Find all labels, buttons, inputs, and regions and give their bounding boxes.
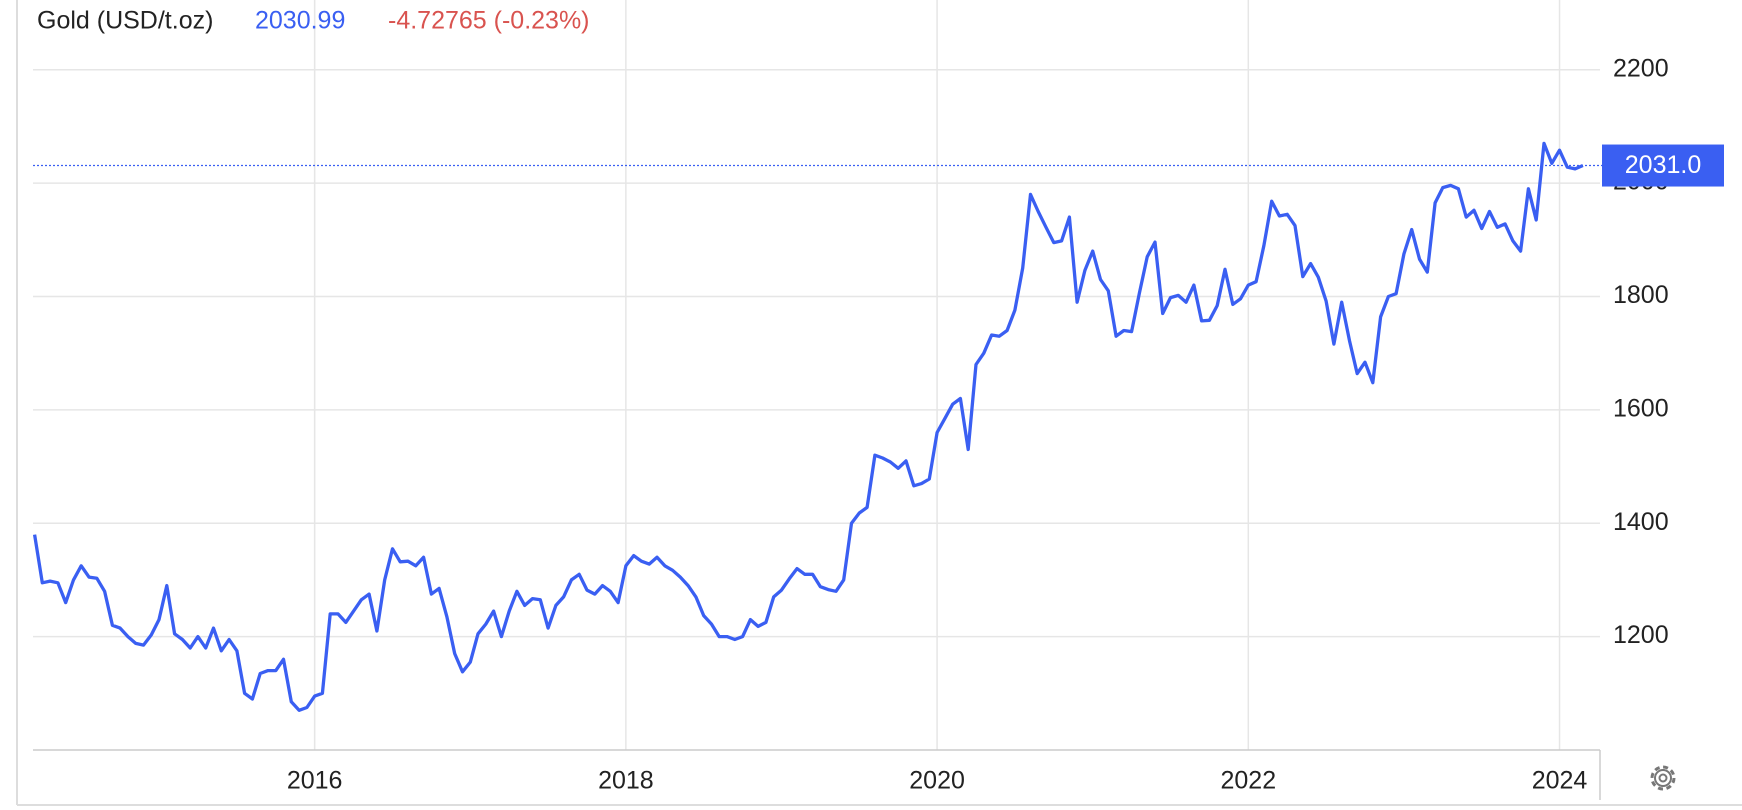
x-tick-label: 2024	[1532, 767, 1588, 795]
y-tick-label: 1800	[1613, 281, 1669, 309]
y-tick-label: 1400	[1613, 508, 1669, 536]
chart-title: Gold (USD/t.oz)	[37, 7, 213, 35]
price-line	[32, 141, 1584, 712]
y-tick-label: 1600	[1613, 394, 1669, 422]
x-tick-label: 2018	[598, 767, 654, 795]
last-price-box	[1602, 144, 1724, 187]
y-tick-label: 2200	[1613, 54, 1669, 82]
price: 2030.99	[255, 7, 345, 35]
grid	[33, 0, 1600, 750]
x-tick-label: 2016	[287, 767, 343, 795]
x-tick-label: 2022	[1221, 767, 1277, 795]
change: -4.72765 (-0.23%)	[388, 7, 590, 35]
settings-icon[interactable]	[1650, 765, 1676, 791]
y-tick-label: 1200	[1613, 621, 1669, 649]
x-tick-label: 2020	[909, 767, 965, 795]
last-price-label: 2031.0	[1625, 151, 1701, 179]
